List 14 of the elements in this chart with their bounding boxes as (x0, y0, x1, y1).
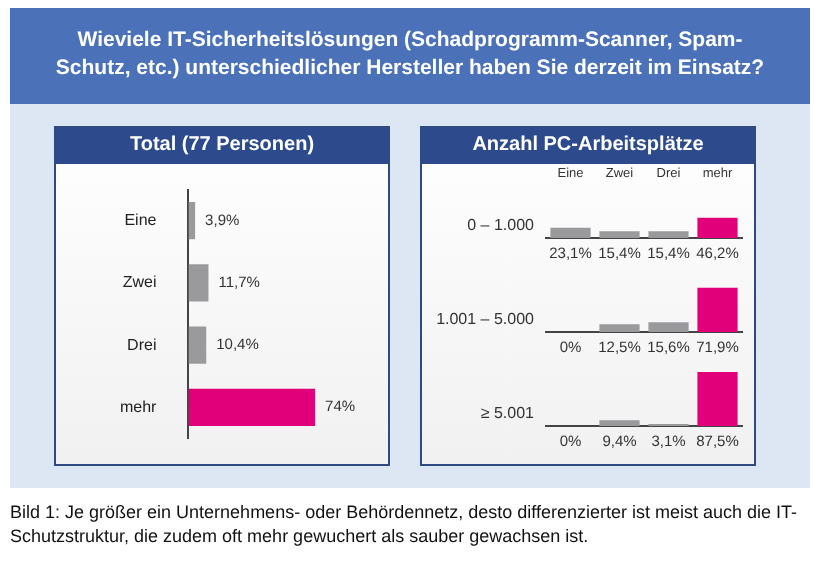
text: Wieviele IT-Sicherheitslösungen (Schadprogramm-Scanner, Spam-Schutz, etc.) unterschiedlicher Hersteller haben Sie derzeit im Einsatz? (10, 8, 810, 104)
text: Bild 1: Je größer ein Unternehmens- oder Behördennetz, desto differenzierter ist meist auch die IT-Schutzstruktur, die zudem oft mehr gewuchert als sauber gewachsen ist. (10, 502, 800, 549)
y-axis-title: 1.001 – 5.000 (436, 310, 536, 329)
y-tick-label: Eine (124, 211, 158, 230)
y-tick-label: mehr (119, 397, 158, 416)
y-axis-title: ≥ 5.001 (480, 404, 536, 423)
y-tick-label: Zwei (122, 273, 157, 292)
chart-title: Anzahl PC-Arbeitsplätze (422, 128, 754, 164)
chart-subtitle: Total (77 Personen) (56, 128, 388, 164)
bar (188, 388, 316, 426)
bar (188, 264, 209, 302)
y-axis-title: 0 – 1.000 (467, 216, 536, 235)
y-tick-label: Drei (127, 335, 157, 354)
bar (188, 326, 207, 364)
